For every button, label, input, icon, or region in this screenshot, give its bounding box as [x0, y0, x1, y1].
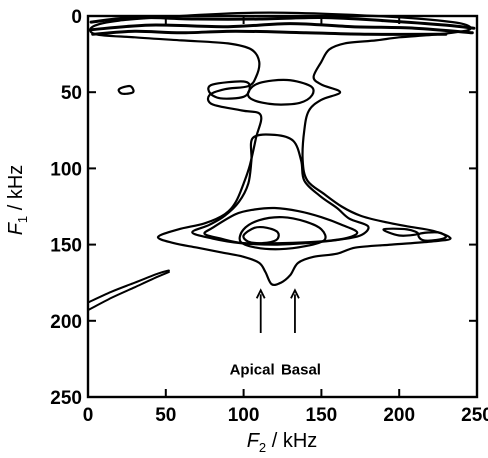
- top-band-line: [91, 29, 448, 36]
- x-tick-label: 250: [461, 405, 488, 426]
- x-axis-title: F2 / kHz: [247, 430, 318, 455]
- artifact-line: [87, 269, 170, 304]
- y-tick-label: 100: [50, 159, 82, 180]
- contour-level-6: [238, 216, 327, 251]
- contour-level-8: [382, 227, 420, 237]
- plot-frame: [86, 14, 479, 399]
- contour-level-1: [89, 11, 472, 287]
- contour-level-7: [242, 225, 280, 245]
- x-tick-labels: 0 50 100 150 200 250: [83, 405, 488, 426]
- annotation-label: Basal: [281, 362, 321, 379]
- y-axis-var: F: [5, 221, 27, 235]
- annotation-arrow-head: [290, 288, 300, 299]
- contour-level-9: [117, 84, 135, 95]
- y-axis-sub: 1: [15, 216, 30, 223]
- x-tick-label: 0: [83, 405, 94, 426]
- y-tick-label: 150: [50, 236, 82, 257]
- y-axis-title: F1 / kHz: [5, 165, 30, 236]
- y-tick-label: 0: [71, 7, 82, 28]
- contour-level-4: [191, 133, 370, 246]
- contour-level-10: [417, 231, 447, 242]
- top-band-line: [89, 22, 474, 35]
- x-axis-sub: 2: [259, 440, 266, 455]
- y-tick-label: 200: [50, 312, 82, 333]
- top-band: [89, 15, 476, 36]
- contour-level-5: [203, 206, 359, 245]
- x-tick-label: 50: [155, 405, 176, 426]
- contour-level-2: [246, 78, 315, 106]
- top-band-line: [89, 15, 476, 30]
- ticks: [87, 15, 478, 398]
- artifact-line: [87, 271, 170, 312]
- annotation-arrow-head: [255, 288, 266, 299]
- contour-lines: [89, 11, 472, 287]
- artifact-lines: [87, 269, 170, 312]
- x-tick-label: 100: [228, 405, 260, 426]
- y-axis-unit: / kHz: [5, 165, 27, 216]
- contour-level-3: [207, 80, 251, 100]
- x-tick-label: 200: [383, 405, 415, 426]
- y-tick-label: 50: [61, 83, 82, 104]
- x-axis-unit: / kHz: [266, 430, 317, 452]
- x-tick-label: 150: [306, 405, 338, 426]
- y-tick-labels: 0 50 100 150 200 250: [50, 7, 82, 409]
- x-axis-var: F: [247, 430, 261, 452]
- y-tick-label: 250: [50, 388, 82, 409]
- annotations: Apical Basal: [230, 288, 321, 379]
- annotation-label: Apical: [230, 362, 275, 379]
